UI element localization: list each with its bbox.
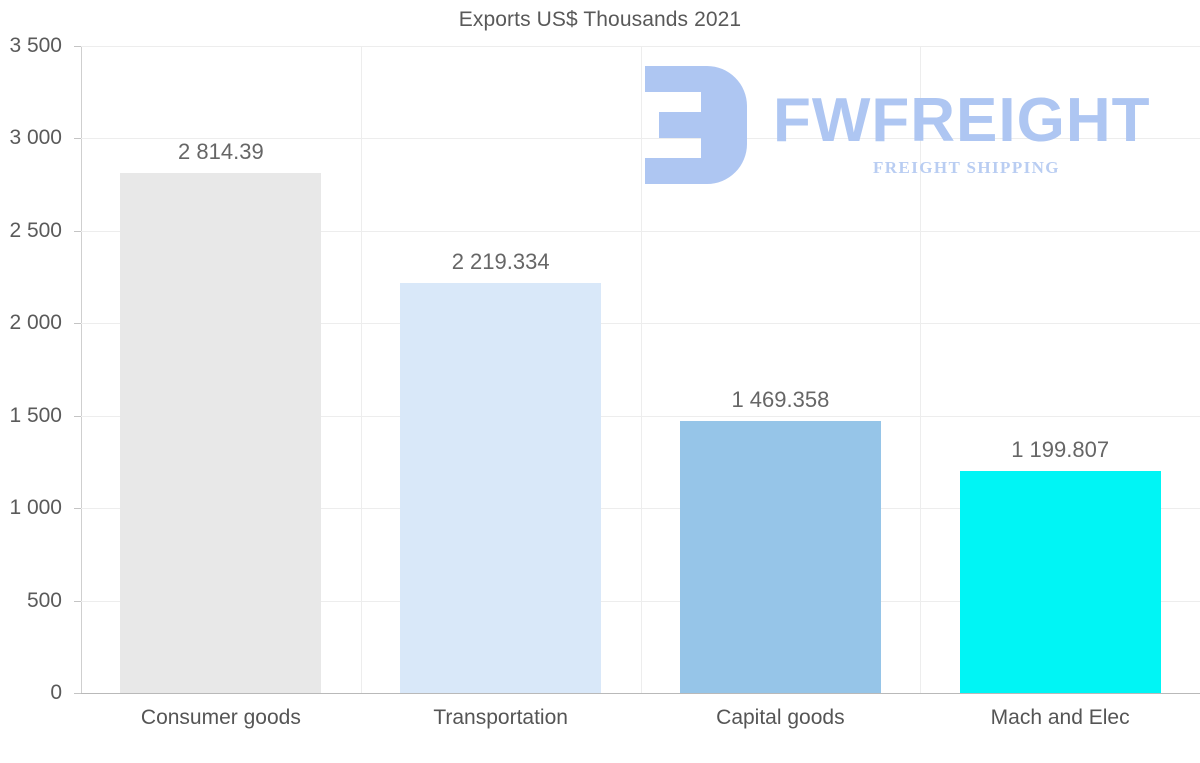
- bar-4[interactable]: [959, 471, 1161, 693]
- y-axis-line: [81, 46, 82, 694]
- y-axis-tick-mark: [74, 230, 81, 232]
- bar-value-label: 2 219.334: [451, 248, 550, 274]
- bar-3[interactable]: [679, 421, 881, 693]
- y-axis-tick-mark: [74, 415, 81, 417]
- y-axis-tick-mark: [74, 138, 81, 140]
- gridline-vertical: [360, 46, 362, 693]
- y-axis-tick-label: 3 000: [9, 126, 62, 150]
- x-axis-category-label: Mach and Elec: [990, 706, 1130, 729]
- bar-1[interactable]: [120, 172, 322, 693]
- x-axis-category-label: Transportation: [433, 706, 568, 729]
- y-axis-tick-label: 2 000: [9, 311, 62, 335]
- y-axis-tick-mark: [74, 600, 81, 602]
- plot-area: [81, 46, 1200, 693]
- x-axis-category-label: Capital goods: [716, 706, 845, 729]
- y-axis-tick-mark: [74, 323, 81, 325]
- x-axis-category-label: Consumer goods: [140, 706, 301, 729]
- y-axis-tick-label: 0: [50, 681, 62, 704]
- y-axis-tick-label: 3 500: [9, 34, 62, 57]
- x-axis-line: [81, 693, 1200, 694]
- bar-value-label: 2 814.39: [178, 138, 264, 164]
- bar-2[interactable]: [400, 282, 602, 693]
- bar-value-label: 1 199.807: [1011, 437, 1110, 463]
- y-axis-tick-label: 2 500: [9, 218, 62, 242]
- y-axis-tick-mark: [74, 693, 81, 694]
- gridline-vertical: [920, 46, 922, 693]
- y-axis-tick-mark: [74, 46, 81, 47]
- y-axis-tick-label: 1 000: [9, 496, 62, 520]
- gridline-vertical: [640, 46, 642, 693]
- bar-value-label: 1 469.358: [731, 387, 830, 413]
- chart-title: Exports US$ Thousands 2021: [458, 8, 742, 31]
- y-axis-tick-label: 500: [26, 588, 62, 612]
- y-axis-tick-mark: [74, 508, 81, 510]
- y-axis-tick-label: 1 500: [9, 403, 62, 427]
